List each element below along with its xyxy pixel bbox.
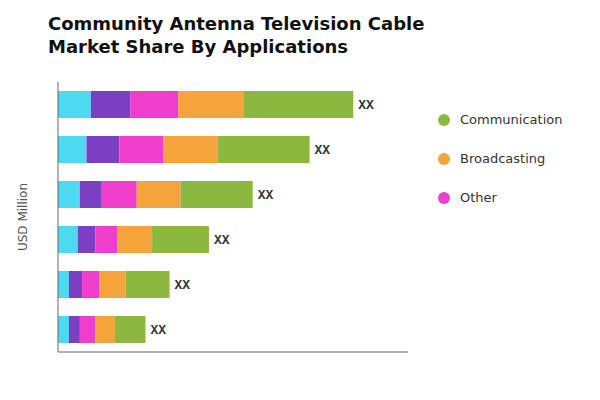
html-text:Communication: Communication [460,112,563,127]
html-text:Broadcasting: Broadcasting [460,151,546,166]
svg-text:XX: XX [358,98,374,113]
svg-text:USD Million: USD Million [16,183,30,251]
svg-text:XX: XX [214,233,230,248]
svg-text:XX: XX [315,143,331,158]
html-text:Other: Other [460,190,497,205]
svg-text:XX: XX [151,323,167,338]
svg-text:XX: XX [258,188,274,203]
html-text:Community Antenna Television C: Community Antenna Television Cable Marke… [48,13,425,58]
svg-text:XX: XX [175,278,191,293]
